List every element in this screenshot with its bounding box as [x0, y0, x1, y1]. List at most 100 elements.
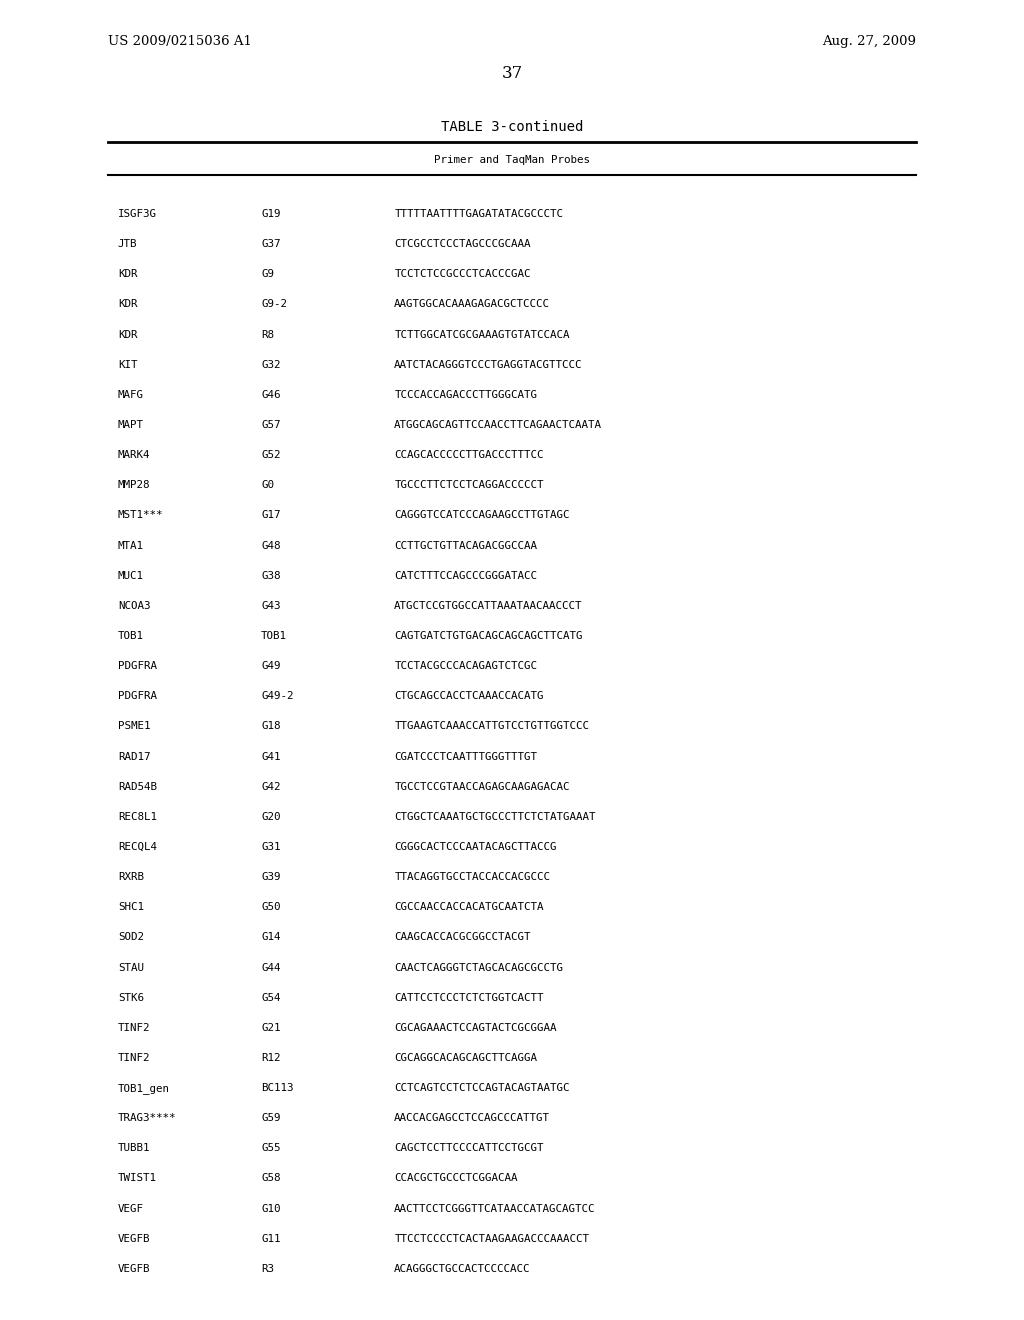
Text: CAGTGATCTGTGACAGCAGCAGCTTCATG: CAGTGATCTGTGACAGCAGCAGCTTCATG [394, 631, 583, 642]
Text: MTA1: MTA1 [118, 541, 143, 550]
Text: G10: G10 [261, 1204, 281, 1213]
Text: G20: G20 [261, 812, 281, 822]
Text: TCCTACGCCCACAGAGTCTCGC: TCCTACGCCCACAGAGTCTCGC [394, 661, 538, 671]
Text: ATGCTCCGTGGCCATTAAATAACAACCCT: ATGCTCCGTGGCCATTAAATAACAACCCT [394, 601, 583, 611]
Text: CAACTCAGGGTCTAGCACAGCGCCTG: CAACTCAGGGTCTAGCACAGCGCCTG [394, 962, 563, 973]
Text: SOD2: SOD2 [118, 932, 143, 942]
Text: G19: G19 [261, 209, 281, 219]
Text: KDR: KDR [118, 269, 137, 280]
Text: TWIST1: TWIST1 [118, 1173, 157, 1184]
Text: TCTTGGCATCGCGAAAGTGTATCCACA: TCTTGGCATCGCGAAAGTGTATCCACA [394, 330, 569, 339]
Text: PDGFRA: PDGFRA [118, 692, 157, 701]
Text: MMP28: MMP28 [118, 480, 151, 490]
Text: G37: G37 [261, 239, 281, 249]
Text: G14: G14 [261, 932, 281, 942]
Text: G41: G41 [261, 751, 281, 762]
Text: TABLE 3-continued: TABLE 3-continued [440, 120, 584, 135]
Text: R8: R8 [261, 330, 274, 339]
Text: G54: G54 [261, 993, 281, 1003]
Text: G39: G39 [261, 873, 281, 882]
Text: G11: G11 [261, 1234, 281, 1243]
Text: VEGFB: VEGFB [118, 1234, 151, 1243]
Text: RAD17: RAD17 [118, 751, 151, 762]
Text: G58: G58 [261, 1173, 281, 1184]
Text: G0: G0 [261, 480, 274, 490]
Text: TTTTTAATTTTGAGATATACGCCCTC: TTTTTAATTTTGAGATATACGCCCTC [394, 209, 563, 219]
Text: CATTCCTCCCTCTCTGGTCACTT: CATTCCTCCCTCTCTGGTCACTT [394, 993, 544, 1003]
Text: MST1***: MST1*** [118, 511, 163, 520]
Text: TINF2: TINF2 [118, 1053, 151, 1063]
Text: RECQL4: RECQL4 [118, 842, 157, 851]
Text: R12: R12 [261, 1053, 281, 1063]
Text: TTGAAGTCAAACCATTGTCCTGTTGGTCCC: TTGAAGTCAAACCATTGTCCTGTTGGTCCC [394, 722, 589, 731]
Text: TOB1_gen: TOB1_gen [118, 1084, 170, 1094]
Text: KIT: KIT [118, 360, 137, 370]
Text: G44: G44 [261, 962, 281, 973]
Text: TTCCTCCCCTCACTAAGAAGACCCAAACCT: TTCCTCCCCTCACTAAGAAGACCCAAACCT [394, 1234, 589, 1243]
Text: TUBB1: TUBB1 [118, 1143, 151, 1154]
Text: NCOA3: NCOA3 [118, 601, 151, 611]
Text: KDR: KDR [118, 330, 137, 339]
Text: CATCTTTCCAGCCCGGGATACC: CATCTTTCCAGCCCGGGATACC [394, 570, 538, 581]
Text: CGCCAACCACCACATGCAATCTA: CGCCAACCACCACATGCAATCTA [394, 903, 544, 912]
Text: ISGF3G: ISGF3G [118, 209, 157, 219]
Text: RXRB: RXRB [118, 873, 143, 882]
Text: CAGGGTCCATCCCAGAAGCCTTGTAGC: CAGGGTCCATCCCAGAAGCCTTGTAGC [394, 511, 569, 520]
Text: G49-2: G49-2 [261, 692, 294, 701]
Text: Primer and TaqMan Probes: Primer and TaqMan Probes [434, 154, 590, 165]
Text: TCCTCTCCGCCCTCACCCGAC: TCCTCTCCGCCCTCACCCGAC [394, 269, 530, 280]
Text: REC8L1: REC8L1 [118, 812, 157, 822]
Text: CGATCCCTCAATTTGGGTTTGT: CGATCCCTCAATTTGGGTTTGT [394, 751, 538, 762]
Text: CCAGCACCCCCTTGACCCTTTCC: CCAGCACCCCCTTGACCCTTTCC [394, 450, 544, 461]
Text: CAGCTCCTTCCCCATTCCTGCGT: CAGCTCCTTCCCCATTCCTGCGT [394, 1143, 544, 1154]
Text: MAFG: MAFG [118, 389, 143, 400]
Text: US 2009/0215036 A1: US 2009/0215036 A1 [108, 36, 252, 48]
Text: STK6: STK6 [118, 993, 143, 1003]
Text: PDGFRA: PDGFRA [118, 661, 157, 671]
Text: G50: G50 [261, 903, 281, 912]
Text: AATCTACAGGGTCCCTGAGGTACGTTCCC: AATCTACAGGGTCCCTGAGGTACGTTCCC [394, 360, 583, 370]
Text: BC113: BC113 [261, 1084, 294, 1093]
Text: AAGTGGCACAAAGAGACGCTCCCC: AAGTGGCACAAAGAGACGCTCCCC [394, 300, 550, 309]
Text: CTGCAGCCACCTCAAACCACATG: CTGCAGCCACCTCAAACCACATG [394, 692, 544, 701]
Text: VEGF: VEGF [118, 1204, 143, 1213]
Text: CCTCAGTCCTCTCCAGTACAGTAATGC: CCTCAGTCCTCTCCAGTACAGTAATGC [394, 1084, 569, 1093]
Text: G49: G49 [261, 661, 281, 671]
Text: G59: G59 [261, 1113, 281, 1123]
Text: Aug. 27, 2009: Aug. 27, 2009 [822, 36, 916, 48]
Text: G55: G55 [261, 1143, 281, 1154]
Text: G17: G17 [261, 511, 281, 520]
Text: G18: G18 [261, 722, 281, 731]
Text: G57: G57 [261, 420, 281, 430]
Text: CAAGCACCACGCGGCCTACGT: CAAGCACCACGCGGCCTACGT [394, 932, 530, 942]
Text: AACCACGAGCCTCCAGCCCATTGT: AACCACGAGCCTCCAGCCCATTGT [394, 1113, 550, 1123]
Text: PSME1: PSME1 [118, 722, 151, 731]
Text: G48: G48 [261, 541, 281, 550]
Text: TOB1: TOB1 [261, 631, 287, 642]
Text: JTB: JTB [118, 239, 137, 249]
Text: G42: G42 [261, 781, 281, 792]
Text: CGGGCACTCCCAATACAGCTTACCG: CGGGCACTCCCAATACAGCTTACCG [394, 842, 557, 851]
Text: TOB1: TOB1 [118, 631, 143, 642]
Text: G32: G32 [261, 360, 281, 370]
Text: TINF2: TINF2 [118, 1023, 151, 1032]
Text: CCACGCTGCCCTCGGACAA: CCACGCTGCCCTCGGACAA [394, 1173, 518, 1184]
Text: CTCGCCTCCCTAGCCCGCAAA: CTCGCCTCCCTAGCCCGCAAA [394, 239, 530, 249]
Text: CGCAGAAACTCCAGTACTCGCGGAA: CGCAGAAACTCCAGTACTCGCGGAA [394, 1023, 557, 1032]
Text: STAU: STAU [118, 962, 143, 973]
Text: ACAGGGCTGCCACTCCCCACC: ACAGGGCTGCCACTCCCCACC [394, 1265, 530, 1274]
Text: VEGFB: VEGFB [118, 1265, 151, 1274]
Text: G21: G21 [261, 1023, 281, 1032]
Text: MUC1: MUC1 [118, 570, 143, 581]
Text: MAPT: MAPT [118, 420, 143, 430]
Text: KDR: KDR [118, 300, 137, 309]
Text: TCCCACCAGACCCTTGGGCATG: TCCCACCAGACCCTTGGGCATG [394, 389, 538, 400]
Text: R3: R3 [261, 1265, 274, 1274]
Text: ATGGCAGCAGTTCCAACCTTCAGAACTCAATA: ATGGCAGCAGTTCCAACCTTCAGAACTCAATA [394, 420, 602, 430]
Text: 37: 37 [502, 65, 522, 82]
Text: TGCCTCCGTAACCAGAGCAAGAGACAC: TGCCTCCGTAACCAGAGCAAGAGACAC [394, 781, 569, 792]
Text: SHC1: SHC1 [118, 903, 143, 912]
Text: G38: G38 [261, 570, 281, 581]
Text: G52: G52 [261, 450, 281, 461]
Text: G9: G9 [261, 269, 274, 280]
